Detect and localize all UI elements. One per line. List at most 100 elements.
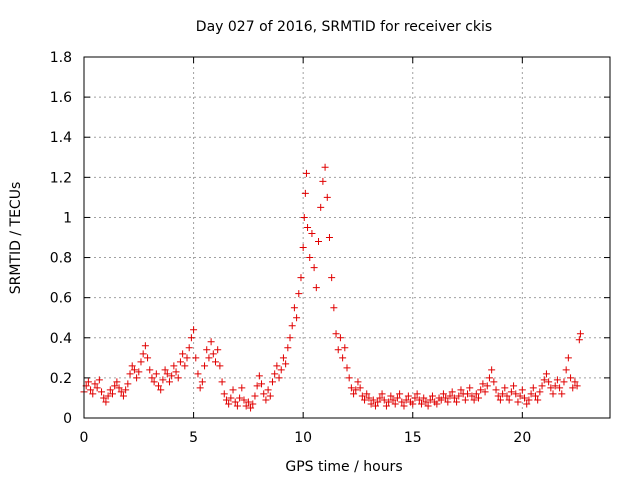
data-point [481,388,489,396]
data-point [273,362,281,370]
data-point [133,374,141,382]
data-point [113,378,121,386]
data-point [347,384,355,392]
data-point [93,384,101,392]
data-point [426,396,434,404]
data-point [183,354,191,362]
data-point [567,374,575,382]
data-point [163,370,171,378]
data-point [380,396,388,404]
data-point [512,390,520,398]
data-point [168,372,176,380]
y-tick-label: 1.8 [50,50,72,66]
data-point [385,398,393,406]
data-point [152,370,160,378]
data-point [328,274,336,282]
data-point [396,390,404,398]
data-point [549,390,557,398]
data-point [172,368,180,376]
data-point [187,334,195,342]
data-point [529,384,537,392]
x-tick-label: 5 [189,430,198,446]
data-point [437,396,445,404]
data-point [144,354,152,362]
x-tick-label: 0 [80,430,89,446]
data-point [358,392,366,400]
data-point [218,378,226,386]
data-point [448,388,456,396]
data-point [334,346,342,354]
data-point [98,388,106,396]
data-point [363,390,371,398]
x-tick-labels: 0 5 10 15 20 [80,430,532,446]
data-point [525,396,533,404]
data-point [247,404,255,412]
data-point [415,396,423,404]
data-point [402,396,410,404]
data-point [521,394,529,402]
data-point [302,169,310,177]
data-point [306,254,314,262]
data-point [501,384,509,392]
data-point [505,396,513,404]
data-point [494,392,502,400]
data-point [301,189,309,197]
data-point [477,386,485,394]
data-point [165,378,173,386]
data-point [361,396,369,404]
data-point [503,392,511,400]
data-point [558,390,566,398]
data-point [418,400,426,408]
data-point [148,374,156,382]
y-tick-label: 0.4 [50,331,72,347]
data-point [321,163,329,171]
data-point [376,394,384,402]
data-point [457,386,465,394]
data-point [339,354,347,362]
data-point [100,394,108,402]
data-point [518,386,526,394]
x-tick-label: 10 [294,430,312,446]
data-points [80,163,584,412]
data-point [367,400,375,408]
data-point [450,394,458,402]
data-point [205,354,213,362]
data-point [345,374,353,382]
data-point [560,378,568,386]
chart-title: Day 027 of 2016, SRMTID for receiver cki… [196,19,492,35]
data-point [176,358,184,366]
data-point [146,366,154,374]
data-point [514,398,522,406]
data-point [255,372,263,380]
data-point [409,400,417,408]
data-point [413,390,421,398]
data-point [227,394,235,402]
data-point [262,396,270,404]
data-point [299,244,307,252]
data-point [192,354,200,362]
data-point [341,344,349,352]
data-point [198,378,206,386]
data-point [231,398,239,406]
data-point [350,390,358,398]
data-point [387,392,395,400]
data-point [325,234,333,241]
data-point [271,370,279,378]
data-point [576,330,584,338]
data-point [214,346,222,354]
data-point [126,370,134,378]
data-point [286,334,294,342]
data-point [209,350,217,358]
data-point [216,362,224,370]
data-point [527,390,535,398]
data-point [181,362,189,370]
data-point [141,342,149,350]
data-point [196,384,204,392]
data-point [455,392,463,400]
data-point [571,378,579,386]
y-tick-label: 1 [63,210,72,226]
y-tick-label: 0.6 [50,291,72,307]
x-tick-label: 20 [513,430,531,446]
data-point [551,382,559,390]
